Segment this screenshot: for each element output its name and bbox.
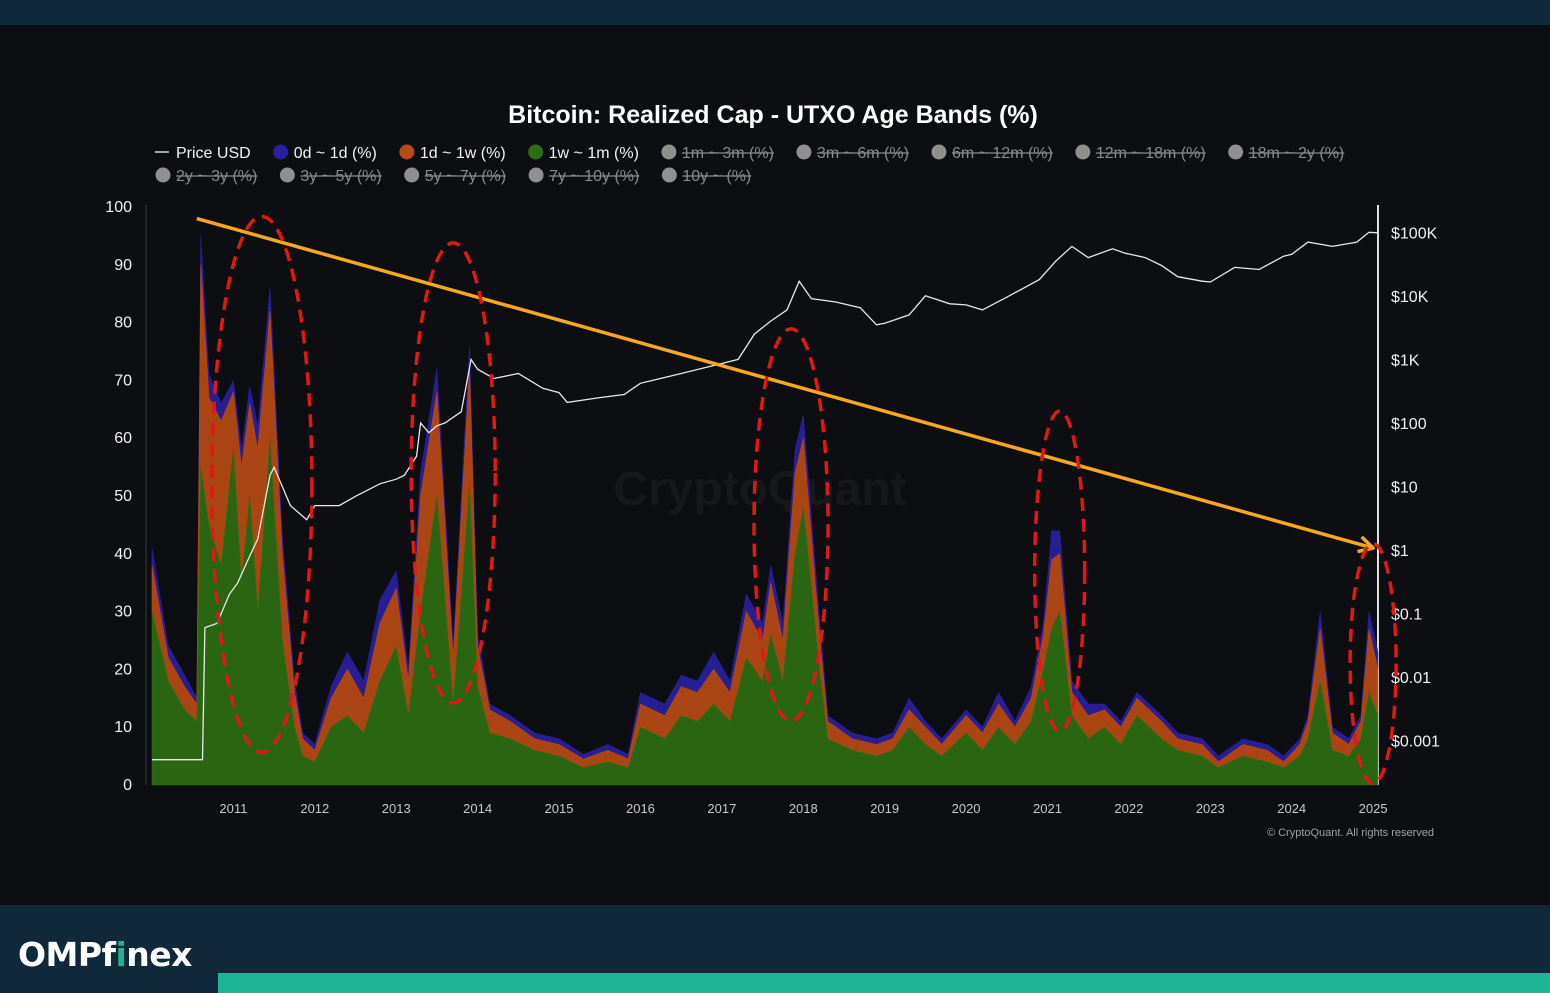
y-right-tick-label: $0.01: [1391, 670, 1431, 687]
chart-title: Bitcoin: Realized Cap - UTXO Age Bands (…: [508, 101, 1038, 129]
legend-item: 7y ~ 10y (%): [528, 167, 640, 185]
y-tick-label: 90: [114, 257, 132, 274]
y-tick-label: 80: [114, 315, 132, 332]
legend-marker: [155, 167, 171, 183]
brand-logo-i: i: [115, 935, 127, 974]
legend-marker: [1228, 144, 1244, 160]
legend-label: 0d ~ 1d (%): [294, 145, 377, 162]
copyright: © CryptoQuant. All rights reserved: [1267, 827, 1434, 839]
legend-marker: [279, 167, 295, 183]
y-tick-label: 50: [114, 488, 132, 505]
legend-item: 2y ~ 3y (%): [155, 167, 258, 185]
legend-item: 3y ~ 5y (%): [279, 167, 382, 185]
x-tick-label: 2017: [707, 801, 736, 816]
y-right-tick-label: $10: [1391, 479, 1418, 496]
legend-item: 18m ~ 2y (%): [1228, 144, 1345, 162]
y-right-tick-label: $0.001: [1391, 734, 1440, 751]
y-tick-label: 10: [114, 719, 132, 736]
legend-marker: [796, 144, 812, 160]
y-axis-left: 0 10 20 30 40 50 60 70 80 90 100: [105, 199, 132, 794]
highlight-ellipse: [210, 214, 314, 755]
y-right-tick-label: $1K: [1391, 352, 1420, 369]
x-tick-label: 2011: [219, 801, 247, 816]
legend-marker: [404, 167, 420, 183]
y-tick-label: 40: [114, 546, 132, 563]
y-tick-label: 20: [114, 661, 132, 678]
watermark: CryptoQuant: [613, 463, 906, 516]
trend-arrow: [1357, 535, 1375, 554]
area-band: [151, 438, 1379, 786]
x-tick-label: 2014: [463, 801, 492, 816]
y-tick-label: 70: [114, 372, 132, 389]
legend-marker: [528, 167, 544, 183]
x-tick-label: 2015: [545, 801, 574, 816]
y-right-tick-label: $100K: [1391, 225, 1438, 242]
highlight-ellipses: [210, 214, 1398, 786]
top-band: [0, 0, 1550, 25]
highlight-ellipse: [1348, 541, 1398, 786]
x-tick-label: 2019: [870, 801, 899, 816]
x-tick-label: 2018: [789, 801, 818, 816]
legend-label: Price USD: [176, 145, 251, 162]
y-tick-label: 30: [114, 604, 132, 621]
legend-item: 6m ~ 12m (%): [931, 144, 1053, 162]
y-right-tick-label: $100: [1391, 416, 1427, 433]
price-line: [152, 231, 1379, 761]
y-tick-label: 0: [123, 777, 132, 794]
highlight-ellipse: [752, 327, 830, 723]
chart: Bitcoin: Realized Cap - UTXO Age Bands (…: [105, 101, 1440, 839]
legend-marker: [273, 144, 289, 160]
y-right-tick-label: $10K: [1391, 289, 1429, 306]
highlight-ellipse: [1032, 409, 1087, 733]
x-tick-label: 2023: [1196, 801, 1225, 816]
legend-marker: [399, 144, 415, 160]
y-tick-label: 60: [114, 430, 132, 447]
legend-item: 10y ~ (%): [661, 167, 752, 185]
legend-label: 1w ~ 1m (%): [549, 145, 639, 162]
x-tick-label: 2024: [1277, 801, 1306, 816]
legend-item: 3m ~ 6m (%): [796, 144, 909, 162]
age-band-areas: [151, 235, 1379, 786]
legend-marker: [931, 144, 947, 160]
legend-item: 12m ~ 18m (%): [1075, 144, 1206, 162]
y-axis-right: $0.001 $0.01 $0.1 $1 $10 $100 $1K $10K $100K: [1391, 225, 1440, 750]
y-tick-label: 100: [105, 199, 132, 216]
legend-item: 5y ~ 7y (%): [404, 167, 507, 185]
legend-item: 0d ~ 1d (%): [273, 144, 377, 162]
x-tick-label: 2012: [300, 801, 329, 816]
x-tick-label: 2022: [1114, 801, 1143, 816]
legend-label: 1d ~ 1w (%): [420, 145, 506, 162]
footer-accent-strip: [218, 973, 1550, 993]
x-tick-label: 2016: [626, 801, 655, 816]
brand-logo-suffix: nex: [126, 935, 192, 974]
x-axis: 2011 2012 2013 2014 2015 2016 2017 2018 2019 2020…: [219, 801, 1387, 816]
legend-item: 1d ~ 1w (%): [399, 144, 506, 162]
legend-item: Price USD: [155, 145, 251, 162]
legend-marker: [661, 167, 677, 183]
y-right-tick-label: $1: [1391, 543, 1409, 560]
legend-item: 1m ~ 3m (%): [661, 144, 774, 162]
legend: Price USD 0d ~ 1d (%) 1d ~ 1w (%) 1w ~ 1m (…: [155, 144, 1345, 185]
brand-logo: OMPfinex: [18, 938, 192, 971]
trend-line: [196, 216, 1374, 550]
x-tick-label: 2013: [382, 801, 411, 816]
x-tick-label: 2025: [1359, 801, 1388, 816]
brand-logo-prefix: OMPf: [18, 935, 116, 974]
x-tick-label: 2020: [952, 801, 981, 816]
legend-item: 1w ~ 1m (%): [528, 144, 639, 162]
legend-marker: [1075, 144, 1091, 160]
annotations: [196, 214, 1398, 786]
x-tick-label: 2021: [1033, 801, 1062, 816]
legend-marker: [528, 144, 544, 160]
legend-marker: [661, 144, 677, 160]
y-right-tick-label: $0.1: [1391, 607, 1422, 624]
highlight-ellipse: [409, 241, 497, 705]
